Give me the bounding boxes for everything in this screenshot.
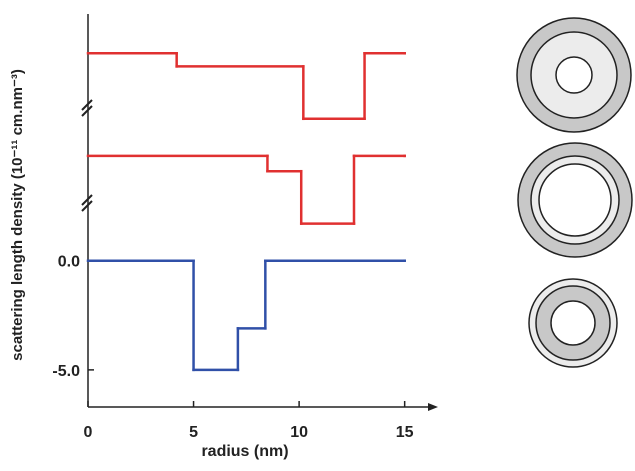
particle-diagrams: [516, 17, 633, 368]
x-axis-arrow: [428, 403, 438, 411]
x-tick-label: 10: [290, 424, 308, 441]
y-tick-label: -5.0: [52, 363, 80, 380]
y-tick-label: 0.0: [58, 254, 80, 271]
x-tick-label: 0: [84, 424, 93, 441]
x-axis-label: radius (nm): [201, 443, 288, 460]
x-tick-label: 15: [396, 424, 414, 441]
y-axis-label: scattering length density (10⁻¹¹ cm.nm⁻³…: [9, 69, 26, 361]
x-tick-label: 5: [189, 424, 198, 441]
axis-break: [81, 99, 93, 212]
